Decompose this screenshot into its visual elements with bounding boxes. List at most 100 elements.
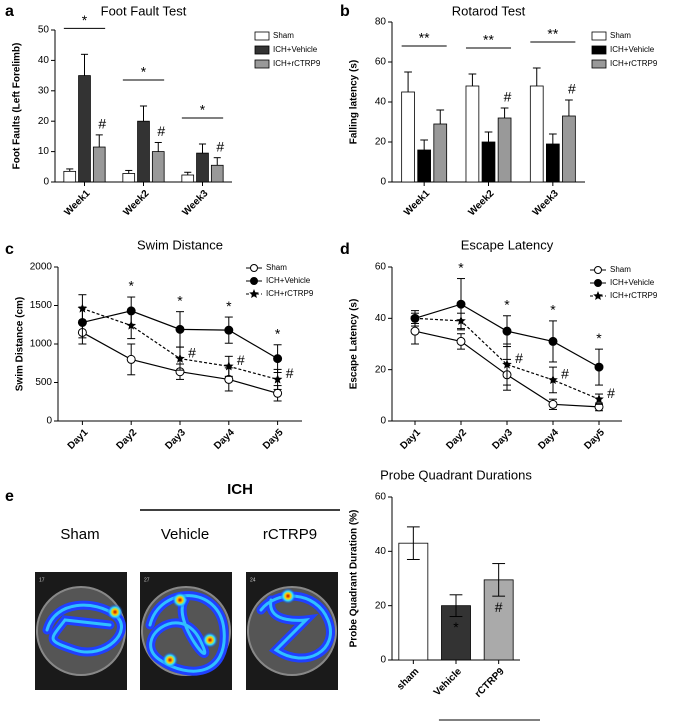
bar [497,117,512,183]
legend-label: Sham [610,31,631,40]
significance-mark: # [98,116,106,132]
heatmap-label: Sham [60,526,99,543]
y-tick-label: 40 [375,97,387,108]
marker [175,324,185,334]
marker [456,336,466,346]
y-tick-label: 60 [375,492,387,503]
x-tick-label: Week1 [62,188,92,218]
y-tick-label: 30 [38,85,50,96]
marker [548,399,558,409]
heatmap-track [45,603,123,654]
significance-mark: * [453,619,459,635]
x-tick-label: Day1 [398,427,423,452]
marker [456,315,466,325]
bar [151,151,165,183]
y-tick-label: 0 [43,177,49,188]
group-label: ICH [466,725,488,727]
bar [546,143,560,183]
significance-mark: * [177,292,183,308]
y-tick-label: 40 [375,546,387,557]
chart: Probe Quadrant Durations Probe Quadrant D… [349,467,540,727]
significance-mark: # [237,352,245,368]
significance-mark: * [141,64,147,80]
y-axis-label: Escape Latency (s) [349,299,360,390]
legend-label: Sham [273,31,294,40]
marker [548,374,558,384]
heatmap-track [148,594,226,673]
marker [250,264,258,272]
chart: Escape Latency d Escape Latency (s) 0 20 40 60… [340,237,658,451]
legend-swatch [254,59,270,69]
x-tick-label: Day2 [115,427,140,452]
x-tick-label: Week2 [466,188,496,218]
x-tick-label: Day2 [444,427,469,452]
bar [210,164,224,183]
bar [63,170,77,183]
significance-mark: * [458,259,464,275]
marker [410,326,420,336]
chart-title: Swim Distance [137,237,223,252]
y-axis-label: Falling latency (s) [349,60,360,144]
panel-label: e [5,488,14,505]
bar [181,174,195,183]
significance-mark: * [128,278,134,294]
heatmap-label: rCTRP9 [263,526,317,543]
legend-label: ICH+rCTRP9 [273,59,321,68]
marker [273,388,283,398]
legend-label: Sham [610,265,631,274]
series-line [414,317,600,400]
heatmap-hotspot [162,652,178,668]
marker [249,289,259,298]
y-tick-label: 1500 [30,300,53,311]
x-tick-label: sham [395,666,421,692]
legend-swatch [591,31,607,41]
x-tick-label: Day3 [163,427,188,452]
x-tick-label: Day5 [582,427,607,452]
marker [250,277,258,285]
bar [137,120,150,183]
significance-mark: # [607,385,615,401]
group-label: ICH [227,481,253,498]
marker [594,394,604,404]
significance-mark: * [596,330,602,346]
chart-title: Escape Latency [461,237,554,252]
significance-mark: # [286,365,294,381]
x-tick-label: Week3 [180,188,210,218]
significance-mark: # [157,123,165,139]
significance-mark: ** [419,30,430,46]
heatmap-id: 24 [250,577,256,583]
y-tick-label: 0 [380,655,386,666]
bar [433,123,448,183]
legend-swatch [254,31,270,41]
legend-label: ICH+rCTRP9 [266,289,314,298]
chart: Rotarod Test b Falling latency (s) 0 20 40 60 8… [340,3,658,218]
heatmap-panel: e ICH Sham Vehicle rCTRP9 17 27 24 [5,481,340,690]
bar [398,542,429,661]
heatmap-hotspot [202,632,218,648]
x-tick-label: Day3 [490,427,515,452]
marker [126,354,136,364]
x-tick-label: Day4 [536,427,561,452]
marker [410,313,420,323]
significance-mark: # [495,599,503,615]
legend-label: ICH+Vehicle [610,45,655,54]
bar [92,146,106,183]
x-tick-label: rCTRP9 [473,666,507,700]
significance-mark: # [515,350,523,366]
heatmap-hotspot [280,588,296,604]
marker [594,266,602,274]
legend-swatch [254,45,270,55]
panel-label: c [5,241,14,258]
bar [465,85,480,183]
heatmap-hotspot [172,592,188,608]
y-tick-label: 40 [38,55,50,66]
legend-label: ICH+Vehicle [273,45,318,54]
marker [502,359,512,369]
bar [401,91,415,183]
marker [224,361,234,371]
bar [562,115,576,183]
panel-label: a [5,3,14,20]
significance-mark: * [550,302,556,318]
bar [78,75,91,183]
y-tick-label: 500 [35,377,52,388]
